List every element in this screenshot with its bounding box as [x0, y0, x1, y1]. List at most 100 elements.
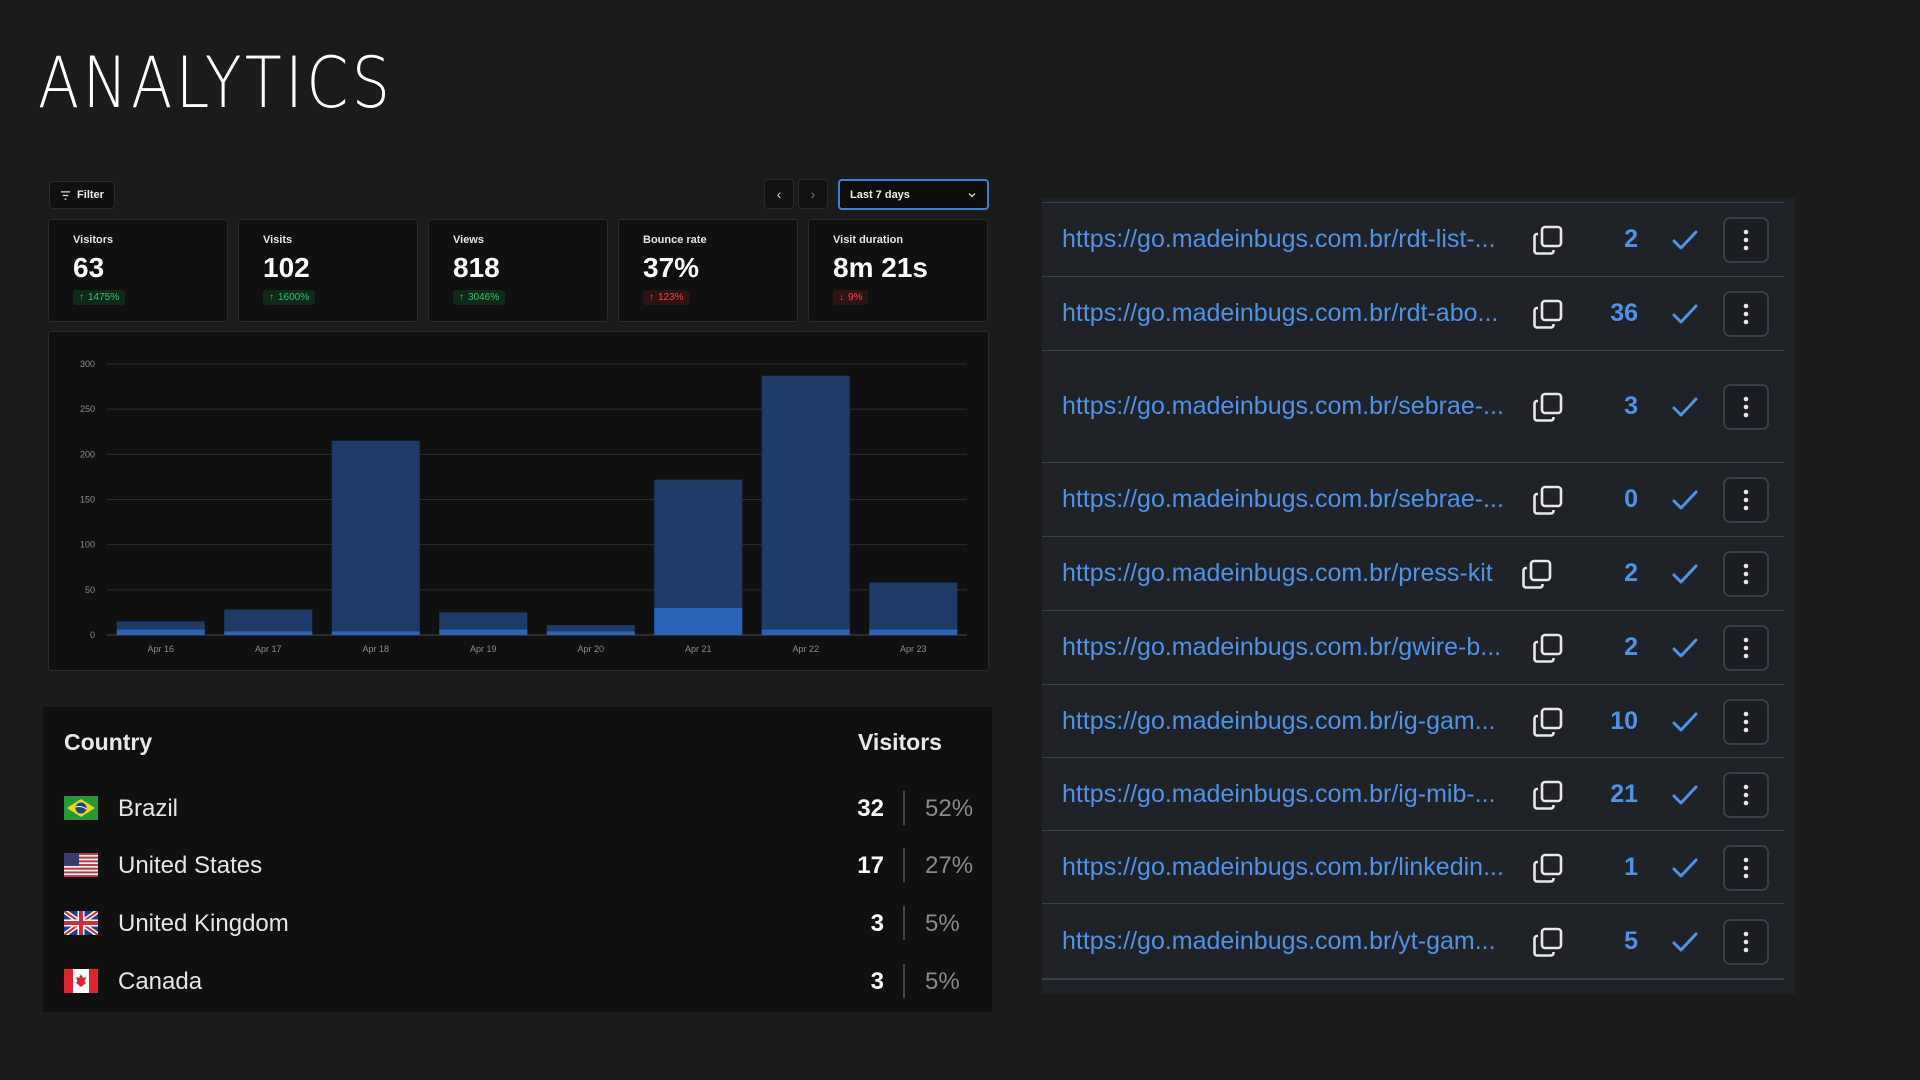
- stat-label: Views: [453, 234, 484, 246]
- short-link-url[interactable]: https://go.madeinbugs.com.br/ig-mib-...: [1062, 779, 1496, 808]
- bar-unique[interactable]: [761, 629, 850, 635]
- copy-icon[interactable]: [1531, 223, 1565, 257]
- stat-change-badge: ↓ 9%: [833, 290, 869, 305]
- bar-unique[interactable]: [869, 629, 958, 635]
- short-link-url[interactable]: https://go.madeinbugs.com.br/press-kit: [1062, 559, 1493, 587]
- bar-total[interactable]: [546, 625, 635, 635]
- link-row[interactable]: https://go.madeinbugs.com.br/press-kit 2: [1042, 536, 1784, 610]
- stat-change-badge: ↑ 123%: [643, 290, 690, 305]
- kebab-menu-icon: [1743, 784, 1749, 805]
- arrow-up-icon: ↑: [79, 292, 84, 303]
- short-link-url[interactable]: https://go.madeinbugs.com.br/sebrae-...: [1062, 485, 1504, 513]
- visitor-percentage: 27%: [925, 852, 974, 879]
- date-range-value: Last 7 days: [850, 188, 910, 201]
- copy-icon[interactable]: [1531, 705, 1565, 739]
- more-options-button[interactable]: [1723, 844, 1769, 891]
- bar-total[interactable]: [869, 582, 958, 635]
- y-tick-label: 50: [85, 585, 95, 595]
- visitor-count: 3: [870, 910, 884, 937]
- short-link-url[interactable]: https://go.madeinbugs.com.br/sebrae-...: [1062, 392, 1504, 420]
- copy-icon[interactable]: [1531, 778, 1565, 812]
- link-row[interactable]: https://go.madeinbugs.com.br/rdt-abo... 3…: [1042, 276, 1784, 350]
- short-link-url[interactable]: https://go.madeinbugs.com.br/gwire-b...: [1062, 633, 1502, 661]
- more-options-button[interactable]: [1723, 217, 1769, 263]
- short-link-url[interactable]: https://go.madeinbugs.com.br/linkedin...: [1062, 852, 1504, 881]
- more-options-button[interactable]: [1723, 918, 1769, 965]
- more-options-button[interactable]: [1723, 771, 1769, 818]
- more-options-button[interactable]: [1723, 384, 1769, 430]
- bar-unique[interactable]: [331, 631, 420, 635]
- stat-change-value: 1475%: [88, 292, 120, 303]
- more-options-button[interactable]: [1723, 291, 1769, 337]
- copy-icon[interactable]: [1531, 483, 1565, 517]
- stat-change-badge: ↑ 1475%: [73, 290, 126, 305]
- link-row[interactable]: https://go.madeinbugs.com.br/rdt-list-..…: [1042, 202, 1784, 276]
- link-row[interactable]: https://go.madeinbugs.com.br/linkedin...…: [1042, 830, 1784, 903]
- x-tick-label: Apr 17: [255, 644, 282, 654]
- copy-icon[interactable]: [1531, 851, 1565, 885]
- short-link-url[interactable]: https://go.madeinbugs.com.br/rdt-list-..…: [1062, 225, 1496, 253]
- stat-change-value: 9%: [848, 292, 863, 303]
- stat-card-visit-duration[interactable]: Visit duration 8m 21s ↓ 9%: [808, 219, 988, 322]
- more-options-button[interactable]: [1723, 551, 1769, 597]
- click-count: 21: [1610, 779, 1638, 808]
- kebab-menu-icon: [1743, 303, 1749, 325]
- prev-period-button[interactable]: ‹: [764, 179, 794, 209]
- country-row[interactable]: Brazil 32 52%: [43, 787, 992, 831]
- visitor-percentage: 5%: [925, 910, 960, 937]
- bar-unique[interactable]: [546, 631, 635, 635]
- visitor-percentage: 52%: [925, 795, 974, 822]
- stat-label: Visit duration: [833, 234, 904, 246]
- y-tick-label: 250: [80, 404, 95, 414]
- stat-label: Visits: [263, 234, 293, 246]
- link-row[interactable]: https://go.madeinbugs.com.br/ig-mib-... 2…: [1042, 757, 1784, 830]
- copy-icon[interactable]: [1531, 631, 1565, 665]
- copy-icon[interactable]: [1531, 390, 1565, 424]
- bar-unique[interactable]: [116, 629, 205, 635]
- stat-value: 37%: [643, 252, 700, 283]
- copy-icon[interactable]: [1520, 557, 1554, 591]
- stat-card-views[interactable]: Views 818 ↑ 3046%: [428, 219, 608, 322]
- y-tick-label: 0: [90, 630, 95, 640]
- click-count: 2: [1624, 225, 1638, 253]
- check-icon: [1670, 707, 1700, 737]
- kebab-menu-icon: [1743, 396, 1749, 418]
- filter-button[interactable]: Filter: [49, 181, 115, 209]
- short-link-url[interactable]: https://go.madeinbugs.com.br/ig-gam...: [1062, 706, 1496, 735]
- bar-total[interactable]: [761, 375, 850, 635]
- more-options-button[interactable]: [1723, 625, 1769, 671]
- stat-change-value: 1600%: [278, 292, 310, 303]
- bar-total[interactable]: [224, 609, 313, 635]
- link-row[interactable]: https://go.madeinbugs.com.br/yt-gam... 5: [1042, 903, 1784, 978]
- short-link-url[interactable]: https://go.madeinbugs.com.br/rdt-abo...: [1062, 299, 1499, 327]
- short-link-url[interactable]: https://go.madeinbugs.com.br/yt-gam...: [1062, 926, 1496, 955]
- x-tick-label: Apr 20: [577, 644, 604, 654]
- link-row[interactable]: https://go.madeinbugs.com.br/ig-gam... 10: [1042, 684, 1784, 757]
- link-row[interactable]: https://go.madeinbugs.com.br/sebrae-... 3: [1042, 350, 1784, 462]
- bar-unique[interactable]: [439, 629, 528, 635]
- stat-card-visits[interactable]: Visits 102 ↑ 1600%: [238, 219, 418, 322]
- bar-unique[interactable]: [654, 607, 743, 635]
- canada-flag-icon: [64, 969, 98, 993]
- date-range-select[interactable]: Last 7 days: [838, 179, 989, 210]
- stat-card-bounce-rate[interactable]: Bounce rate 37% ↑ 123%: [618, 219, 798, 322]
- copy-icon[interactable]: [1531, 297, 1565, 331]
- country-row[interactable]: United States 17 27%: [43, 844, 992, 888]
- x-tick-label: Apr 21: [685, 644, 712, 654]
- bar-chart-svg: 0 50 100 150 200 250 300 Apr 16 Apr 17 Apr 18 Apr …: [80, 359, 967, 654]
- bar-unique[interactable]: [224, 631, 313, 635]
- x-tick-label: Apr 18: [362, 644, 389, 654]
- stat-card-visitors[interactable]: Visitors 63 ↑ 1475%: [48, 219, 228, 322]
- country-row[interactable]: Canada 3 5%: [43, 960, 992, 1004]
- more-options-button[interactable]: [1723, 698, 1769, 745]
- bar-total[interactable]: [439, 612, 528, 635]
- more-options-button[interactable]: [1723, 477, 1769, 523]
- bar-total[interactable]: [331, 440, 420, 635]
- link-row[interactable]: https://go.madeinbugs.com.br/sebrae-... 0: [1042, 462, 1784, 536]
- visitor-count: 32: [857, 795, 884, 822]
- next-period-button[interactable]: ›: [798, 179, 828, 209]
- copy-icon[interactable]: [1531, 925, 1565, 959]
- country-row[interactable]: United Kingdom 3 5%: [43, 902, 992, 946]
- click-count: 2: [1624, 559, 1638, 587]
- link-row[interactable]: https://go.madeinbugs.com.br/gwire-b... 2: [1042, 610, 1784, 684]
